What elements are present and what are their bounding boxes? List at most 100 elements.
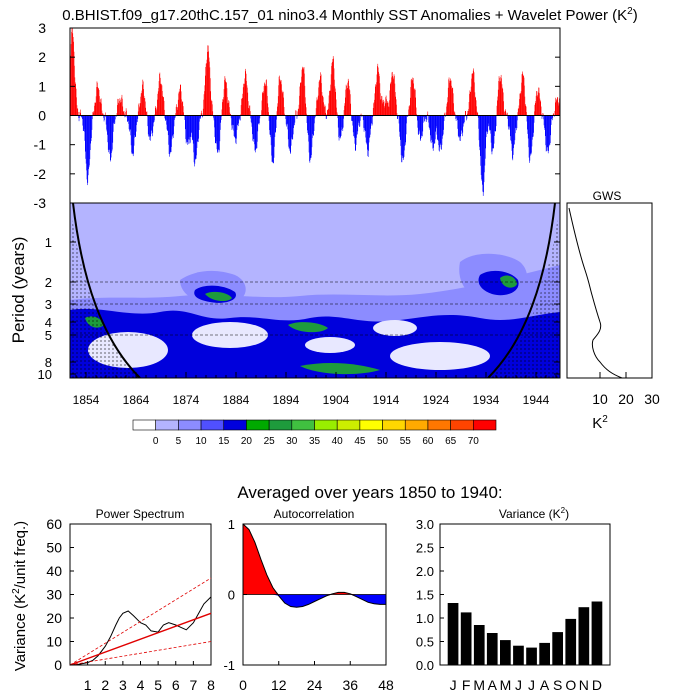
- anomaly-bar: [443, 115, 444, 130]
- anomaly-bar: [485, 115, 486, 149]
- anomaly-bar: [362, 115, 364, 121]
- anomaly-bar: [284, 113, 285, 116]
- anomaly-bar: [408, 109, 409, 116]
- anomaly-bar: [166, 115, 167, 125]
- colorbar-swatch: [155, 419, 179, 431]
- variance-x-tick-label: D: [592, 677, 602, 693]
- anomaly-bar: [417, 115, 419, 128]
- anomaly-bar: [515, 115, 516, 128]
- anomaly-bar: [175, 113, 176, 116]
- anomaly-bar: [436, 115, 438, 135]
- anomaly-bar: [536, 91, 537, 116]
- anomaly-bar: [530, 115, 532, 155]
- anomaly-bar: [340, 115, 342, 136]
- anomaly-bar: [204, 85, 206, 116]
- anomaly-bar: [452, 93, 454, 116]
- anomaly-bar: [169, 115, 170, 157]
- anomaly-bar: [294, 115, 295, 126]
- anomaly-bar: [170, 115, 171, 153]
- anomaly-bar: [502, 92, 504, 116]
- anomaly-bar: [292, 115, 294, 140]
- anomaly-bar: [546, 115, 547, 152]
- anomaly-bar: [285, 115, 286, 120]
- anomaly-bar: [524, 85, 525, 116]
- colorbar-label: 30: [286, 436, 298, 447]
- anomaly-bar: [110, 115, 112, 158]
- anomaly-bar: [242, 98, 243, 116]
- anomaly-bar: [539, 98, 541, 116]
- anomaly-bar: [391, 77, 392, 116]
- anomaly-bar: [160, 85, 162, 116]
- anomaly-bar: [253, 115, 255, 139]
- anomaly-bar: [360, 113, 362, 116]
- anomaly-bar: [497, 89, 499, 116]
- anomaly-bar: [158, 81, 160, 116]
- anomaly-bar: [518, 108, 519, 116]
- anomaly-bar: [198, 115, 200, 130]
- anomaly-bar: [185, 115, 186, 130]
- gws-x-tick-label: 30: [644, 391, 660, 407]
- anomaly-bar: [150, 115, 151, 137]
- variance-bar: [565, 618, 577, 665]
- anomaly-bar: [311, 115, 312, 156]
- anomaly-bar: [270, 115, 271, 138]
- colorbar-swatch: [246, 419, 270, 431]
- anomaly-bar: [261, 100, 263, 116]
- colorbar: 0 5 10 15 20 25 30 35 40 45 50 55 60 65 70: [132, 419, 497, 447]
- anomaly-bar: [432, 115, 434, 149]
- anomaly-bar: [449, 82, 451, 116]
- anomaly-bar: [124, 113, 125, 116]
- anomaly-bar: [520, 91, 522, 116]
- anomaly-bar: [167, 115, 168, 131]
- colorbar-label: 45: [354, 436, 366, 447]
- anomaly-bar: [142, 81, 144, 116]
- anomaly-bar: [133, 115, 135, 146]
- anomaly-y-axis: 3 2 1 0 -1 -2 -3: [34, 20, 560, 211]
- anomaly-bar: [107, 115, 109, 143]
- anomaly-bar: [197, 115, 198, 142]
- anomaly-bar: [422, 115, 424, 132]
- anomaly-bar: [527, 115, 529, 134]
- anomaly-bar: [543, 115, 544, 120]
- anomaly-bar: [417, 115, 419, 135]
- anomaly-bar: [549, 115, 551, 145]
- anomaly-bar: [196, 115, 197, 156]
- wavelet-y-tick-label: 10: [38, 367, 52, 382]
- anomaly-bar: [257, 115, 259, 132]
- anomaly-bar: [528, 115, 529, 148]
- anomaly-bar: [520, 94, 521, 116]
- anomaly-bar: [419, 115, 420, 130]
- power-spectrum-x-tick-label: 7: [189, 677, 197, 693]
- anomaly-bar: [197, 115, 199, 142]
- variance-bar: [513, 645, 524, 665]
- anomaly-bar: [428, 115, 429, 123]
- variance-panel: Variance (K2) 0.00.51.01.52.02.53.0J F M A M…: [416, 506, 611, 693]
- anomaly-bar: [479, 115, 480, 147]
- anomaly-bar: [267, 107, 269, 116]
- anomaly-bar: [241, 99, 242, 116]
- anomaly-bar: [174, 115, 176, 119]
- anomaly-bar: [312, 115, 314, 134]
- anomaly-bar: [162, 97, 164, 116]
- anomaly-bar: [413, 83, 414, 116]
- anomaly-bar: [480, 115, 481, 166]
- anomaly-bar: [155, 107, 156, 116]
- anomaly-bar: [307, 115, 309, 134]
- anomaly-bar: [141, 92, 142, 116]
- anomaly-bar: [181, 102, 183, 116]
- anomaly-bar: [427, 111, 429, 116]
- anomaly-bar: [265, 86, 266, 116]
- anomaly-bar: [486, 115, 488, 132]
- anomaly-bar: [220, 115, 221, 130]
- anomaly-bar: [90, 115, 91, 151]
- anomaly-bar: [492, 115, 493, 152]
- anomaly-bar: [248, 108, 250, 116]
- anomaly-bar: [178, 93, 179, 116]
- anomaly-bar: [334, 79, 335, 116]
- anomaly-bar: [334, 86, 336, 116]
- anomaly-bar: [354, 115, 356, 144]
- anomaly-bar: [258, 115, 260, 125]
- anomaly-bar: [290, 115, 291, 154]
- anomaly-bar: [162, 90, 163, 116]
- anomaly-bar: [552, 115, 553, 121]
